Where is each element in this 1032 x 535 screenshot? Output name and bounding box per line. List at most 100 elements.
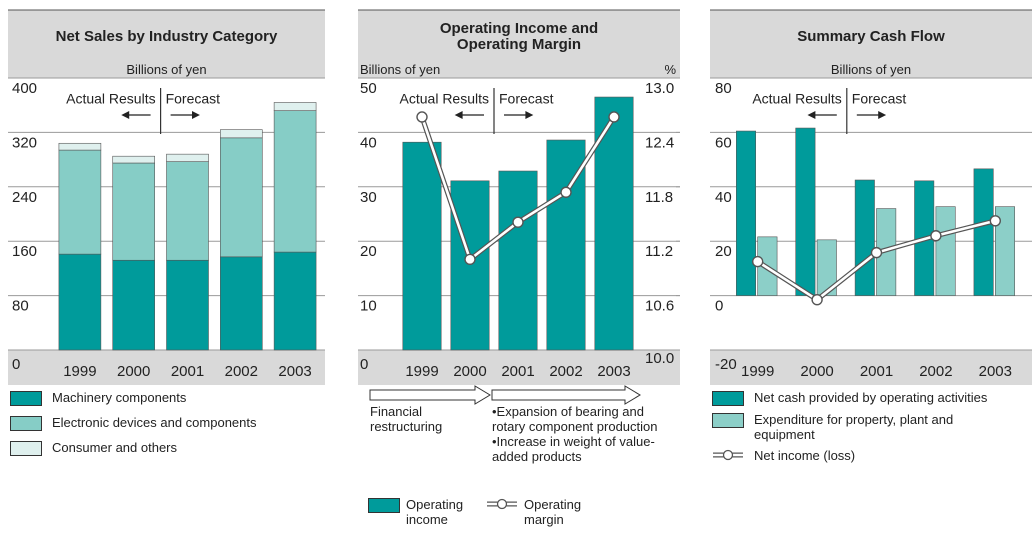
y2-tick-label: 12.4: [645, 134, 674, 151]
y-tick-label: 50: [360, 80, 377, 97]
line-marker: [512, 216, 524, 228]
y-tick-label: 40: [360, 134, 377, 151]
bar-segment: [112, 155, 155, 164]
legend-item: Operating margin: [486, 497, 594, 527]
legend-label: Net cash provided by operating activitie…: [754, 390, 988, 405]
line-marker: [989, 215, 1001, 227]
x-tick-label: 2003: [597, 363, 630, 380]
y2-tick-label: 10.0: [645, 350, 674, 367]
bar: [736, 130, 756, 296]
y-axis-label: Billions of yen: [360, 62, 441, 77]
header-band: [710, 10, 1032, 78]
legend-swatch: [10, 391, 42, 406]
y-tick-label: 10: [360, 298, 377, 315]
x-tick-label: 2003: [278, 363, 311, 380]
legend-marker: [496, 498, 508, 510]
x-tick-label: 2000: [800, 363, 833, 380]
annotation-arrow: [121, 111, 151, 119]
legend-swatch: [368, 498, 400, 513]
legend-item: Consumer and others: [10, 440, 325, 456]
annotation-arrow: [454, 111, 484, 119]
bar-segment: [112, 162, 155, 261]
legend-swatch: [10, 441, 42, 456]
y2-tick-label: 13.0: [645, 80, 674, 97]
legend-icon: [713, 449, 743, 461]
y-tick-label: 240: [12, 189, 37, 206]
y-tick-label: 80: [715, 80, 732, 97]
annotation: Forecast: [852, 91, 907, 107]
subtitle: Billions of yen: [830, 62, 912, 77]
y2-axis-label: %: [664, 62, 676, 77]
line-marker: [416, 111, 428, 123]
x-tick-label: 2001: [501, 363, 534, 380]
bar: [816, 239, 837, 296]
line-marker: [752, 255, 764, 268]
legend-label: Electronic devices and components: [52, 415, 257, 430]
axis-band: [8, 350, 325, 385]
bar-segment: [166, 161, 209, 261]
legend-item: Net income (loss): [712, 448, 1030, 463]
chart-title: Summary Cash Flow: [797, 28, 945, 45]
annotation-arrow: [807, 111, 837, 119]
legend: Machinery components Electronic devices a…: [10, 390, 325, 456]
bar-segment: [220, 129, 263, 139]
legend-item: Net cash provided by operating activitie…: [712, 390, 1030, 406]
bar: [854, 179, 875, 296]
y-tick-label: 20: [715, 243, 732, 260]
annotation: Forecast: [499, 91, 554, 107]
legend-label: Machinery components: [52, 390, 187, 405]
note-arrow: [369, 385, 491, 405]
y2-tick-label: 10.6: [645, 298, 674, 315]
bar-segment: [58, 149, 102, 255]
subtitle: Billions of yen: [126, 62, 207, 77]
legend-label: Consumer and others: [52, 440, 178, 455]
line-marker: [608, 111, 620, 123]
line-marker: [464, 253, 476, 266]
bar-segment: [273, 110, 317, 253]
annotation: Forecast: [166, 91, 221, 107]
y-tick-label: 20: [360, 243, 377, 260]
bar-segment: [112, 259, 155, 351]
note: •Increase in weight of value-added produ…: [492, 434, 655, 464]
annotation-arrow: [856, 111, 887, 119]
bar: [795, 127, 816, 296]
bar-segment: [58, 253, 102, 351]
legend-item: Electronic devices and components: [10, 415, 325, 431]
x-tick-label: 2002: [549, 363, 582, 380]
x-tick-label: 1999: [63, 363, 96, 380]
legend-item: Operating income: [368, 497, 476, 527]
note-list: •Expansion of bearing and rotary compone…: [492, 404, 670, 464]
bar-segment: [58, 142, 102, 151]
annotation-arrow: [504, 111, 534, 119]
axis-band: [358, 350, 680, 385]
bar-segment: [273, 102, 317, 111]
y-tick-label: 60: [715, 134, 732, 151]
line-marker: [930, 230, 942, 242]
bar: [973, 168, 994, 296]
annotation: Actual Results: [66, 91, 155, 107]
axis-band: [710, 350, 1032, 385]
note: •Expansion of bearing and rotary compone…: [492, 404, 658, 434]
title-box: Net Sales by Industry Category: [8, 12, 325, 62]
x-tick-label: 2003: [979, 363, 1012, 380]
y-tick-label: 160: [12, 243, 37, 260]
y-tick-label: 80: [12, 298, 29, 315]
bar: [402, 141, 442, 351]
legend-marker: [722, 449, 734, 461]
x-tick-label: 2000: [453, 363, 486, 380]
legend: Net cash provided by operating activitie…: [712, 390, 1030, 463]
legend: Operating income Operating margin: [368, 497, 668, 527]
bar-segment: [273, 251, 317, 351]
bar: [498, 170, 538, 351]
legend-label: Expenditure for property, plant and equi…: [754, 412, 954, 442]
chart-title: Operating Income and Operating Margin: [439, 20, 599, 53]
y-tick-label: 320: [12, 134, 37, 151]
legend-item: Expenditure for property, plant and equi…: [712, 412, 1030, 442]
chart-title: Net Sales by Industry Category: [55, 28, 278, 45]
annotation: Actual Results: [400, 91, 489, 107]
y2-tick-label: 11.8: [645, 189, 673, 206]
y-tick-label: 0: [715, 298, 723, 315]
annotation: Actual Results: [752, 91, 841, 107]
